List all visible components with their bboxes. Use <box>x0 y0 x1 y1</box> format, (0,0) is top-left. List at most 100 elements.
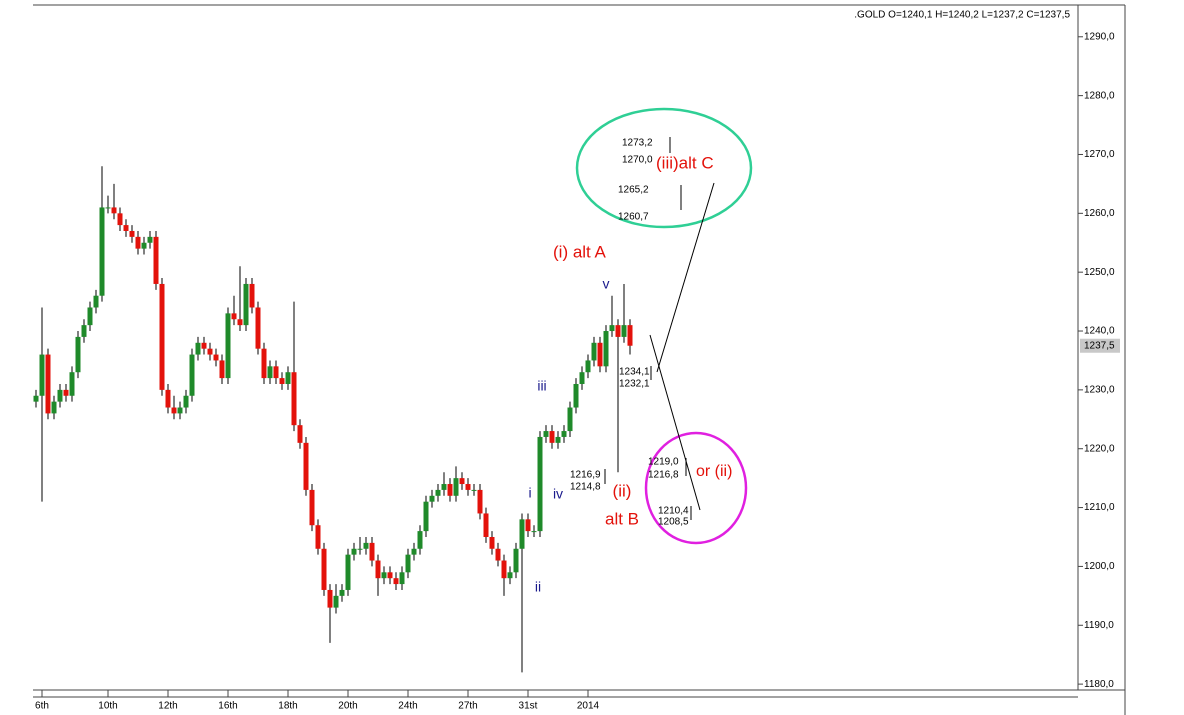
candle-body <box>153 236 159 284</box>
candle-body <box>33 395 39 402</box>
candle-body <box>267 366 273 379</box>
candle-body <box>351 548 357 555</box>
candle-body <box>423 501 429 532</box>
candle-body <box>525 519 531 532</box>
candle-body <box>417 531 423 549</box>
annotation: 1260,7 <box>618 212 649 223</box>
candle-body <box>477 489 483 514</box>
candle-body <box>369 542 375 561</box>
candle-body <box>297 425 303 443</box>
y-tick-label: 1200,0 <box>1084 561 1115 572</box>
y-tick-label: 1270,0 <box>1084 149 1115 160</box>
candle-body <box>495 548 501 561</box>
last-price-box <box>1080 338 1120 353</box>
candle-body <box>123 225 129 231</box>
candle-body <box>237 319 243 326</box>
candle-body <box>201 342 207 349</box>
x-tick-label: 6th <box>35 701 49 712</box>
candle-body <box>225 313 231 379</box>
candle-body <box>387 572 393 579</box>
candle-body <box>435 489 441 496</box>
candle-body <box>39 354 45 396</box>
candle-body <box>321 548 327 590</box>
candle-body <box>339 589 345 596</box>
candle-body <box>189 354 195 396</box>
candle-body <box>51 401 57 414</box>
candle-body <box>621 325 627 337</box>
candle-body <box>171 407 177 414</box>
candle-body <box>117 213 123 226</box>
annotation: 1234,1 <box>619 367 650 378</box>
candle-body <box>93 295 99 308</box>
annotation: 1232,1 <box>619 379 650 390</box>
x-tick-label: 24th <box>398 701 417 712</box>
candle-body <box>111 207 117 214</box>
candle-body <box>537 436 543 532</box>
y-tick-label: 1190,0 <box>1084 620 1114 631</box>
candle-body <box>69 372 75 396</box>
candle-body <box>291 372 297 426</box>
target-ellipse <box>575 107 753 229</box>
annotation: 1210,4 <box>658 506 689 517</box>
candle-body <box>279 378 285 384</box>
annotation: 1270,0 <box>622 155 653 166</box>
candle-body <box>381 572 387 579</box>
candle-body <box>483 513 489 537</box>
candle-body <box>195 342 201 355</box>
annotation: (ii) <box>613 481 632 500</box>
candle-body <box>141 242 147 249</box>
connector <box>649 334 701 511</box>
candle-body <box>447 484 453 496</box>
candle-body <box>327 589 333 608</box>
candle-body <box>405 554 411 573</box>
candle-body <box>99 207 105 296</box>
candle-body <box>165 389 171 408</box>
x-tick-label: 10th <box>98 701 117 712</box>
y-tick-label: 1180,0 <box>1084 679 1114 690</box>
candle-body <box>273 366 279 379</box>
annotation: i <box>528 485 531 501</box>
x-tick-label: 16th <box>218 701 237 712</box>
annotation: iv <box>553 486 563 502</box>
y-tick-label: 1230,0 <box>1084 385 1115 396</box>
x-tick-label: 31st <box>519 701 538 712</box>
candle-body <box>615 325 621 337</box>
candle-body <box>579 372 585 384</box>
candle-body <box>243 283 249 326</box>
candle-body <box>513 548 519 573</box>
candle-body <box>453 478 459 496</box>
candle-body <box>45 354 51 414</box>
level-ticks <box>604 137 692 520</box>
annotation: iii <box>537 378 546 394</box>
candle-body <box>459 478 465 485</box>
candle-body <box>489 536 495 549</box>
y-tick-label: 1290,0 <box>1084 31 1115 42</box>
y-tick-label: 1250,0 <box>1084 267 1115 278</box>
candle-body <box>603 331 609 367</box>
annotation: ii <box>535 579 541 595</box>
candle-body <box>135 236 141 249</box>
candle-body <box>333 595 339 608</box>
annotation: v <box>603 276 610 292</box>
candle-body <box>261 348 267 379</box>
candle-body <box>219 360 225 379</box>
annotation: 1208,5 <box>658 517 689 528</box>
candle-body <box>105 207 111 209</box>
candle-body <box>357 548 363 550</box>
candle-body <box>429 495 435 502</box>
candle-body <box>585 360 591 373</box>
candle-body <box>561 431 567 437</box>
candle-body <box>519 519 525 549</box>
candle-body <box>549 431 555 443</box>
x-tick-label: 2014 <box>577 701 600 712</box>
y-tick-label: 1280,0 <box>1084 90 1115 101</box>
candle-body <box>411 548 417 555</box>
annotation: 1273,2 <box>622 138 653 149</box>
candle-body <box>213 354 219 361</box>
candle-body <box>465 484 471 490</box>
annotation: 1265,2 <box>618 185 649 196</box>
y-tick-label: 1220,0 <box>1084 443 1115 454</box>
candle-body <box>159 283 165 390</box>
candle-body <box>507 572 513 579</box>
